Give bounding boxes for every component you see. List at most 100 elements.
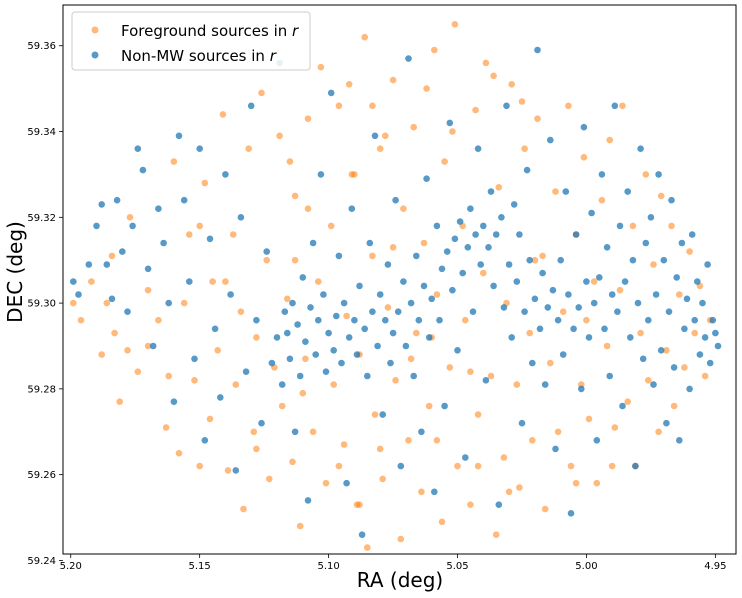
- scatter-point: [526, 329, 533, 337]
- scatter-point: [467, 368, 474, 376]
- scatter-point: [144, 342, 152, 350]
- scatter-point: [539, 269, 546, 277]
- scatter-point: [712, 329, 719, 337]
- scatter-point: [317, 171, 325, 178]
- scatter-point: [294, 321, 301, 328]
- scatter-point: [668, 222, 675, 230]
- scatter-point: [186, 231, 193, 238]
- scatter-point: [565, 291, 572, 298]
- scatter-point: [688, 231, 696, 238]
- scatter-point: [516, 484, 523, 491]
- scatter-point: [85, 261, 93, 268]
- scatter-point: [410, 372, 418, 380]
- scatter-point: [474, 145, 482, 152]
- x-axis-label: RA (deg): [357, 568, 443, 592]
- scatter-point: [552, 445, 559, 453]
- scatter-point: [222, 171, 229, 178]
- scatter-point: [376, 291, 384, 298]
- scatter-point: [291, 192, 299, 200]
- scatter-point: [384, 261, 392, 268]
- scatter-point: [343, 312, 350, 320]
- scatter-point: [490, 282, 497, 290]
- scatter-point: [645, 316, 652, 324]
- scatter-point: [541, 505, 549, 513]
- scatter-point: [482, 377, 490, 384]
- scatter-point: [392, 377, 399, 384]
- scatter-point: [335, 252, 343, 260]
- scatter-point: [361, 33, 369, 41]
- scatter-point: [394, 308, 402, 316]
- scatter-point: [289, 299, 296, 307]
- scatter-point: [459, 269, 467, 277]
- scatter-point: [634, 299, 642, 307]
- scatter-point: [436, 316, 443, 324]
- y-axis-label: DEC (deg): [3, 221, 27, 323]
- scatter-point: [464, 244, 472, 251]
- scatter-point: [441, 402, 448, 410]
- scatter-point: [348, 205, 356, 212]
- scatter-point: [222, 278, 229, 285]
- scatter-point: [340, 441, 348, 448]
- scatter-point: [219, 111, 227, 118]
- scatter-point: [266, 475, 273, 483]
- scatter-point: [307, 304, 314, 311]
- scatter-point: [284, 329, 291, 337]
- scatter-point: [75, 291, 82, 298]
- scatter-point: [387, 359, 394, 367]
- scatter-point: [229, 231, 237, 238]
- scatter-point: [309, 239, 317, 247]
- scatter-point: [534, 115, 541, 122]
- legend-marker-foreground: [91, 26, 99, 34]
- y-tick-label: 59.30: [27, 299, 56, 310]
- scatter-point: [438, 265, 446, 273]
- scatter-point: [335, 462, 343, 470]
- scatter-point: [376, 145, 384, 152]
- scatter-point: [369, 308, 376, 316]
- scatter-point: [201, 437, 209, 444]
- scatter-point: [325, 329, 332, 337]
- scatter-point: [469, 308, 477, 316]
- scatter-point: [660, 256, 668, 264]
- scatter-point: [431, 488, 438, 496]
- scatter-point: [217, 394, 224, 401]
- scatter-point: [322, 368, 330, 376]
- scatter-point: [263, 248, 271, 255]
- scatter-point: [304, 497, 312, 504]
- x-tick-label: 5.05: [446, 561, 468, 572]
- scatter-point: [232, 381, 240, 388]
- scatter-point: [70, 278, 77, 285]
- plot-area: [62, 4, 737, 555]
- scatter-point: [191, 377, 198, 384]
- scatter-point: [647, 214, 655, 221]
- scatter-point: [575, 304, 582, 311]
- scatter-point: [425, 334, 433, 341]
- scatter-point: [624, 398, 631, 406]
- scatter-point: [681, 325, 688, 333]
- scatter-point: [686, 385, 693, 393]
- scatter-point: [77, 316, 85, 324]
- scatter-point: [619, 102, 626, 110]
- scatter-point: [428, 295, 436, 303]
- scatter-point: [642, 171, 650, 178]
- scatter-point: [606, 372, 613, 380]
- scatter-point: [701, 372, 709, 380]
- scatter-point: [289, 458, 296, 466]
- scatter-point: [361, 325, 369, 333]
- scatter-point: [402, 342, 410, 350]
- scatter-point: [180, 299, 188, 307]
- scatter-point: [621, 278, 629, 285]
- scatter-point: [286, 355, 294, 363]
- scatter-point: [415, 316, 423, 324]
- scatter-point: [227, 291, 234, 298]
- scatter-point: [423, 85, 430, 92]
- scatter-point: [588, 209, 595, 217]
- scatter-point: [449, 286, 456, 294]
- scatter-point: [462, 316, 469, 324]
- scatter-point: [278, 381, 286, 388]
- scatter-point: [637, 329, 644, 337]
- scatter-point: [116, 398, 123, 406]
- scatter-point: [549, 286, 557, 294]
- scatter-point: [201, 179, 209, 187]
- scatter-point: [446, 364, 454, 371]
- scatter-point: [454, 347, 461, 354]
